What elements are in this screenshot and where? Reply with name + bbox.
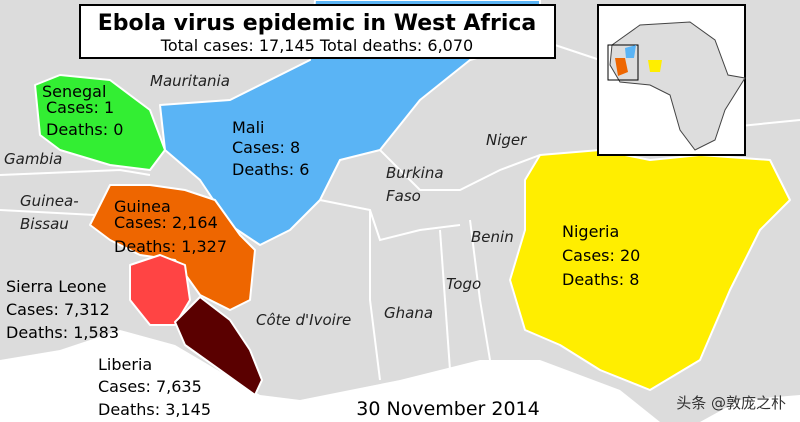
title-box [79, 4, 556, 59]
country-label: Burkina [386, 164, 444, 182]
inset-affected [615, 58, 628, 76]
country-deaths: Deaths: 8 [562, 270, 639, 289]
country-cases: Cases: 2,164 [114, 213, 218, 232]
country-label: Gambia [4, 150, 62, 168]
country-deaths: Deaths: 6 [232, 160, 309, 179]
liberia-shape [174, 296, 263, 396]
country-deaths: Deaths: 1,327 [114, 237, 227, 256]
country-label: Ghana [384, 304, 433, 322]
country-cases: Cases: 8 [232, 138, 300, 157]
country-deaths: Deaths: 1,583 [6, 323, 119, 342]
border [0, 209, 96, 216]
subtitle: Total cases: 17,145 Total deaths: 6,070 [160, 36, 473, 55]
country-label: Guinea- [20, 192, 79, 210]
country-label: Niger [486, 131, 527, 149]
country-label: Benin [471, 228, 514, 246]
country-name: Senegal [42, 82, 106, 101]
inset-map [597, 4, 746, 156]
border [469, 219, 491, 361]
border [439, 229, 451, 371]
senegal-shape [34, 74, 166, 171]
sea [700, 395, 800, 422]
country-deaths: Deaths: 0 [46, 120, 123, 139]
border [369, 210, 381, 381]
country-cases: Cases: 1 [46, 98, 114, 117]
country-name: Liberia [98, 355, 152, 374]
sea [0, 330, 660, 422]
country-name: Sierra Leone [6, 277, 106, 296]
country-label: Côte d'Ivoire [256, 311, 351, 329]
country-deaths: Deaths: 3,145 [98, 400, 211, 419]
country-name: Nigeria [562, 222, 619, 241]
inset-highlight [607, 44, 639, 81]
country-label: Faso [386, 187, 421, 205]
inset-affected [625, 45, 636, 58]
country-label: Mauritania [150, 72, 230, 90]
country-name: Mali [232, 118, 265, 137]
date: 30 November 2014 [356, 398, 539, 420]
country-name: Guinea [114, 197, 171, 216]
watermark: 头条 @敦庞之朴 [676, 394, 786, 412]
border [319, 199, 461, 242]
country-cases: Cases: 20 [562, 246, 640, 265]
inset-affected [648, 60, 662, 72]
country-cases: Cases: 7,312 [6, 300, 110, 319]
title: Ebola virus epidemic in West Africa [98, 11, 537, 36]
africa-outline [609, 21, 746, 151]
country-label: Bissau [20, 215, 69, 233]
sierra-leone-shape [129, 254, 191, 326]
border [379, 149, 541, 191]
guinea-shape [89, 184, 256, 311]
country-cases: Cases: 7,635 [98, 377, 202, 396]
border [0, 168, 151, 176]
country-label: Togo [446, 275, 481, 293]
nigeria-shape [509, 149, 791, 391]
